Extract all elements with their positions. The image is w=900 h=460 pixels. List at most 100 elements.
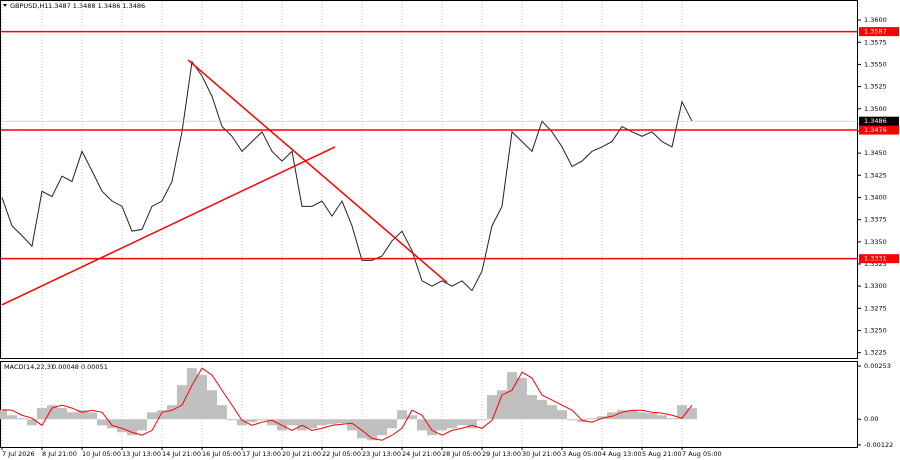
- histogram-bar: [67, 412, 77, 420]
- histogram-bar: [477, 419, 487, 421]
- histogram-bar: [187, 368, 197, 420]
- histogram-bar: [327, 419, 337, 425]
- histogram-bar: [587, 418, 597, 420]
- histogram-bar: [467, 419, 477, 429]
- histogram-bar: [647, 413, 657, 420]
- x-tick-label: 24 Jul 21:00: [402, 450, 441, 458]
- histogram-bar: [317, 419, 327, 426]
- x-tick-label: 29 Jul 13:00: [482, 450, 521, 458]
- y-tick-label: 1.3500: [864, 105, 887, 113]
- histogram-bar: [137, 419, 147, 431]
- y-tick-label: 1.3575: [864, 38, 887, 46]
- y-tick-label: 1.3325: [864, 260, 887, 268]
- y-tick-label: 1.3525: [864, 83, 887, 91]
- histogram-bar: [307, 419, 317, 429]
- histogram-bar: [17, 418, 27, 420]
- histogram-bar: [167, 405, 177, 420]
- histogram-bar: [247, 419, 257, 423]
- histogram-bar: [47, 405, 57, 420]
- y-tick-label: 1.3600: [864, 16, 887, 24]
- histogram-bar: [387, 419, 397, 429]
- histogram-bar: [147, 412, 157, 420]
- histogram-bar: [617, 410, 627, 420]
- y-tick-label: 1.3400: [864, 193, 887, 201]
- histogram-bar: [637, 412, 647, 420]
- histogram-bar: [677, 405, 687, 420]
- macd-values: 0.00048 0.00051: [52, 363, 108, 371]
- level-label: 1.3476: [864, 126, 887, 134]
- y-tick-label: 1.3250: [864, 327, 887, 335]
- symbol-title: GBPUSD,H1: [10, 2, 48, 10]
- histogram-bar: [687, 408, 697, 420]
- histogram-bar: [237, 419, 247, 426]
- histogram-bar: [227, 419, 237, 421]
- x-tick-label: 17 Jul 13:00: [242, 450, 281, 458]
- histogram-bar: [117, 419, 127, 433]
- histogram-bar: [287, 419, 297, 426]
- histogram-bar: [407, 415, 417, 420]
- x-tick-label: 14 Jul 21:00: [162, 450, 201, 458]
- histogram-bar: [657, 415, 667, 420]
- histogram-bar: [537, 400, 547, 420]
- x-tick-label: 13 Jul 13:00: [122, 450, 161, 458]
- histogram-bar: [547, 405, 557, 420]
- x-tick-label: 20 Jul 21:00: [282, 450, 321, 458]
- histogram-bar: [447, 419, 457, 429]
- histogram-bar: [127, 419, 137, 436]
- y-tick-label: 1.3375: [864, 216, 887, 224]
- histogram-bar: [57, 408, 67, 420]
- y-tick-label: 0.00: [864, 415, 878, 423]
- level-label: 1.3331: [864, 255, 887, 263]
- histogram-bar: [567, 419, 577, 421]
- histogram-bar: [267, 419, 277, 426]
- histogram-bar: [517, 378, 527, 420]
- histogram-bar: [257, 419, 267, 421]
- level-label: 1.3587: [864, 28, 887, 36]
- price-label-box: [859, 116, 899, 126]
- y-tick-label: 1.3275: [864, 304, 887, 312]
- macd-panel: [0, 361, 858, 448]
- histogram-bar: [557, 410, 567, 420]
- y-tick-label: 1.3350: [864, 238, 887, 246]
- histogram-bar: [27, 419, 37, 426]
- histogram-bar: [427, 419, 437, 436]
- price-panel: [0, 0, 858, 359]
- histogram-bar: [667, 418, 677, 420]
- x-tick-label: 10 Jul 05:00: [82, 450, 121, 458]
- y-tick-label: 1.3300: [864, 282, 887, 290]
- y-tick-label: 1.3425: [864, 171, 887, 179]
- histogram-bar: [377, 419, 387, 436]
- histogram-bar: [487, 395, 497, 420]
- x-tick-label: 7 Jul 2026: [2, 450, 35, 458]
- x-tick-label: 5 Aug 21:00: [642, 450, 682, 458]
- x-tick-label: 23 Jul 13:00: [362, 450, 401, 458]
- price-label: 1.3486: [864, 117, 887, 125]
- y-tick-label: -0.00122: [864, 441, 893, 449]
- histogram-bar: [87, 412, 97, 420]
- x-tick-label: 30 Jul 21:00: [522, 450, 561, 458]
- level-label-box: [859, 254, 899, 264]
- y-tick-label: 1.3550: [864, 60, 887, 68]
- histogram-bar: [157, 410, 167, 420]
- histogram-bar: [397, 410, 407, 420]
- histogram-bar: [207, 390, 217, 420]
- histogram-bar: [437, 419, 447, 431]
- level-label-box: [859, 125, 899, 135]
- histogram-bar: [217, 405, 227, 420]
- menu-icon[interactable]: [3, 4, 7, 7]
- histogram-bar: [457, 419, 467, 426]
- histogram-bar: [77, 410, 87, 420]
- histogram-bar: [7, 415, 17, 420]
- histogram-bar: [347, 419, 357, 431]
- histogram-bar: [37, 408, 47, 420]
- histogram-bar: [417, 419, 427, 431]
- x-tick-label: 7 Aug 05:00: [682, 450, 722, 458]
- histogram-bar: [527, 395, 537, 420]
- signal-line: [1, 367, 693, 441]
- x-tick-label: 16 Jul 05:00: [202, 450, 241, 458]
- histogram-bar: [97, 419, 107, 426]
- histogram-bar: [337, 419, 347, 424]
- trendline: [187, 59, 448, 284]
